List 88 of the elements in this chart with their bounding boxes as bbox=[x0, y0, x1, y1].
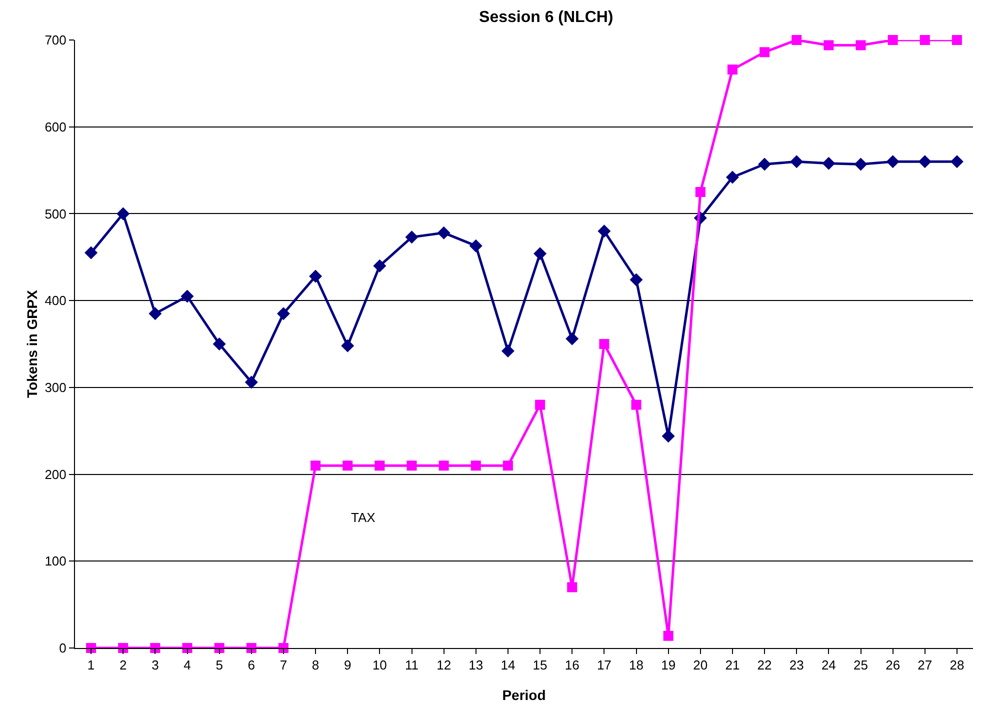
x-tick-label: 6 bbox=[248, 658, 256, 673]
point bbox=[790, 155, 804, 168]
x-tick-label: 16 bbox=[564, 658, 580, 673]
x-tick-label: 2 bbox=[119, 658, 127, 673]
x-tick-label: 1 bbox=[87, 658, 95, 673]
x-tick-label: 26 bbox=[886, 658, 900, 673]
point bbox=[952, 35, 962, 45]
x-tick-label: 14 bbox=[500, 658, 516, 673]
x-axis-title: Period bbox=[502, 687, 546, 703]
point bbox=[212, 338, 226, 350]
point bbox=[822, 156, 836, 170]
x-tick-label: 4 bbox=[184, 658, 191, 673]
point bbox=[824, 40, 834, 50]
point bbox=[918, 155, 932, 168]
point bbox=[726, 170, 739, 184]
point bbox=[244, 376, 258, 389]
x-tick-label: 25 bbox=[854, 658, 868, 673]
chart-title: Session 6 (NLCH) bbox=[479, 8, 614, 26]
point bbox=[438, 460, 449, 471]
point bbox=[566, 332, 579, 346]
y-tick-label: 300 bbox=[44, 380, 66, 395]
point bbox=[310, 460, 321, 471]
y-tick-label: 100 bbox=[44, 554, 66, 569]
x-tick-label: 5 bbox=[216, 658, 223, 673]
point bbox=[180, 290, 194, 303]
point bbox=[631, 400, 642, 410]
x-tick-label: 15 bbox=[532, 658, 548, 673]
x-tick-label: 3 bbox=[152, 658, 159, 673]
x-tick-label: 10 bbox=[372, 658, 387, 673]
point bbox=[276, 307, 290, 320]
text: TAX bbox=[351, 510, 376, 525]
point bbox=[854, 158, 868, 171]
point bbox=[758, 158, 772, 171]
point bbox=[469, 239, 482, 252]
point bbox=[341, 339, 354, 352]
point bbox=[662, 430, 675, 443]
x-tick-label: 23 bbox=[789, 658, 804, 673]
point bbox=[727, 64, 738, 75]
y-tick-label: 0 bbox=[59, 640, 66, 656]
point bbox=[886, 155, 900, 168]
point bbox=[501, 344, 514, 358]
point bbox=[373, 259, 386, 272]
x-tick-label: 18 bbox=[629, 658, 644, 673]
point bbox=[84, 246, 98, 260]
y-tick-label: 500 bbox=[44, 206, 66, 222]
x-tick-label: 17 bbox=[596, 658, 612, 673]
x-tick-label: 24 bbox=[821, 658, 836, 673]
point bbox=[470, 460, 481, 471]
point bbox=[856, 40, 866, 50]
point bbox=[567, 582, 578, 592]
point bbox=[502, 460, 513, 471]
x-tick-label: 8 bbox=[312, 658, 320, 673]
point bbox=[309, 270, 322, 283]
x-tick-label: 22 bbox=[757, 658, 772, 673]
point bbox=[792, 35, 802, 45]
point bbox=[405, 230, 418, 244]
point bbox=[920, 35, 930, 45]
point bbox=[406, 460, 417, 471]
y-tick-label: 200 bbox=[44, 466, 66, 482]
point bbox=[663, 630, 674, 641]
x-tick-label: 28 bbox=[950, 658, 964, 673]
x-tick-label: 19 bbox=[661, 658, 676, 673]
point bbox=[950, 155, 964, 168]
point bbox=[437, 226, 450, 240]
point bbox=[695, 187, 706, 197]
x-tick-label: 20 bbox=[693, 658, 708, 673]
point bbox=[630, 273, 643, 286]
x-tick-label: 9 bbox=[344, 658, 352, 673]
point bbox=[598, 224, 611, 238]
point bbox=[534, 247, 547, 260]
y-axis-title: Tokens in GRPX bbox=[24, 289, 40, 398]
point bbox=[116, 207, 130, 220]
x-tick-label: 7 bbox=[280, 658, 288, 673]
y-tick-label: 700 bbox=[44, 32, 66, 48]
x-tick-label: 11 bbox=[405, 658, 418, 673]
point bbox=[599, 339, 610, 349]
point bbox=[374, 460, 385, 471]
point bbox=[148, 307, 162, 320]
point bbox=[342, 460, 353, 471]
point bbox=[888, 35, 898, 45]
y-tick-label: 400 bbox=[44, 293, 66, 308]
x-tick-label: 21 bbox=[725, 658, 740, 673]
point bbox=[535, 400, 546, 410]
x-tick-label: 12 bbox=[436, 658, 452, 673]
y-tick-label: 600 bbox=[44, 119, 66, 134]
point bbox=[760, 47, 770, 58]
x-tick-label: 13 bbox=[468, 658, 484, 673]
x-tick-label: 27 bbox=[918, 658, 932, 673]
